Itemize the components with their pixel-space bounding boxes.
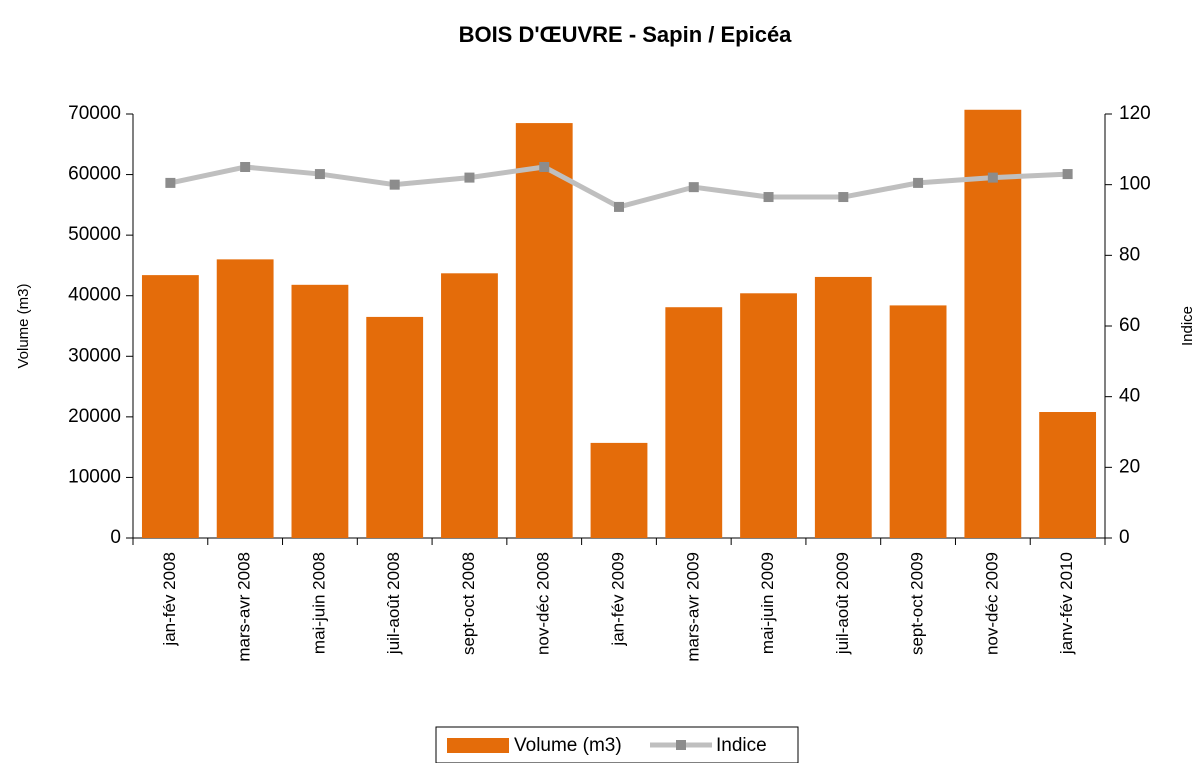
y-tick-label: 50000 — [68, 224, 121, 245]
x-tick-label: juil-août 2009 — [833, 552, 852, 655]
x-tick-label: jan-fév 2009 — [608, 552, 627, 647]
line-marker — [987, 172, 998, 183]
line-marker — [389, 179, 400, 190]
y-tick-label: 10000 — [68, 466, 121, 487]
legend-label: Indice — [716, 735, 767, 756]
bar — [366, 316, 424, 538]
x-tick-label: janv-fév 2010 — [1057, 552, 1076, 655]
legend-label: Volume (m3) — [514, 735, 622, 756]
line-marker — [614, 201, 624, 212]
y-tick-label: 20000 — [68, 406, 121, 427]
line-marker — [464, 172, 475, 183]
y-tick-label: 40000 — [68, 285, 121, 306]
chart-title: BOIS D'ŒUVRE - Sapin / Epicéa — [459, 22, 793, 47]
line-marker — [539, 162, 550, 172]
line-marker — [913, 177, 924, 188]
line-marker — [240, 162, 251, 172]
bar — [814, 276, 872, 538]
y2-axis-label: Indice — [1179, 306, 1196, 346]
bar — [141, 275, 199, 538]
line-marker — [314, 169, 325, 180]
y2-tick-label: 80 — [1119, 244, 1140, 265]
bar — [889, 305, 947, 538]
y2-tick-label: 40 — [1119, 386, 1140, 407]
y2-tick-label: 120 — [1119, 103, 1151, 124]
y-tick-label: 0 — [110, 527, 121, 548]
bar — [1039, 412, 1097, 538]
x-tick-label: nov-déc 2009 — [982, 552, 1001, 655]
y2-tick-label: 60 — [1119, 315, 1140, 336]
legend-marker — [676, 740, 686, 750]
bar — [515, 123, 573, 538]
x-tick-label: mai-juin 2009 — [758, 552, 777, 654]
bar — [590, 442, 648, 538]
line-marker — [763, 192, 774, 203]
line-marker — [688, 182, 699, 193]
line-marker — [1062, 169, 1073, 180]
line-marker — [838, 192, 849, 203]
x-tick-label: nov-déc 2008 — [534, 552, 553, 655]
x-tick-label: juil-août 2008 — [384, 552, 403, 655]
x-tick-label: mars-avr 2008 — [235, 552, 254, 662]
x-tick-label: sept-oct 2008 — [459, 552, 478, 655]
x-tick-label: sept-oct 2009 — [908, 552, 927, 655]
y2-tick-label: 20 — [1119, 456, 1140, 477]
y-tick-label: 70000 — [68, 103, 121, 124]
y-tick-label: 30000 — [68, 345, 121, 366]
x-tick-label: mai-juin 2008 — [309, 552, 328, 654]
x-tick-label: jan-fév 2008 — [160, 552, 179, 647]
bar — [740, 293, 797, 538]
y2-tick-label: 100 — [1119, 174, 1151, 195]
bar — [665, 307, 723, 538]
legend-swatch — [447, 738, 509, 753]
y-tick-label: 60000 — [68, 164, 121, 185]
x-tick-label: mars-avr 2009 — [683, 552, 702, 662]
bar — [441, 273, 498, 538]
bar — [216, 259, 274, 538]
y-axis-label: Volume (m3) — [15, 283, 32, 368]
line — [169, 164, 1068, 210]
y2-tick-label: 0 — [1119, 527, 1130, 548]
bar — [291, 284, 349, 538]
line-marker — [165, 177, 176, 188]
